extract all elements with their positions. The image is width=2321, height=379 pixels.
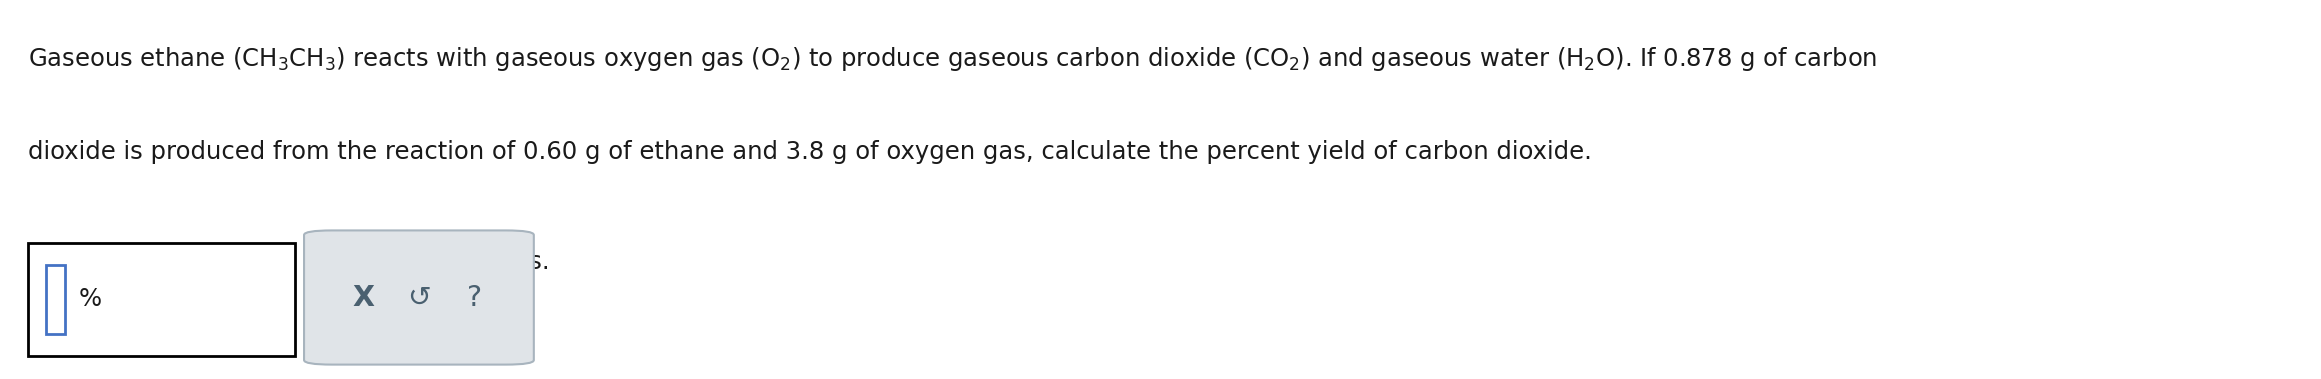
Text: ↺: ↺ (406, 283, 432, 312)
Text: X: X (353, 283, 374, 312)
FancyBboxPatch shape (304, 230, 534, 365)
FancyBboxPatch shape (46, 265, 65, 334)
FancyBboxPatch shape (28, 243, 295, 356)
Text: Round your answer to 2 significant figures.: Round your answer to 2 significant figur… (28, 250, 550, 274)
Text: Gaseous ethane $\left(\mathrm{CH_3CH_3}\right)$ reacts with gaseous oxygen gas $: Gaseous ethane $\left(\mathrm{CH_3CH_3}\… (28, 45, 1878, 74)
Text: ?: ? (467, 283, 483, 312)
Text: %: % (79, 287, 102, 312)
Text: dioxide is produced from the reaction of 0.60 g of ethane and 3.8 g of oxygen ga: dioxide is produced from the reaction of… (28, 140, 1592, 164)
